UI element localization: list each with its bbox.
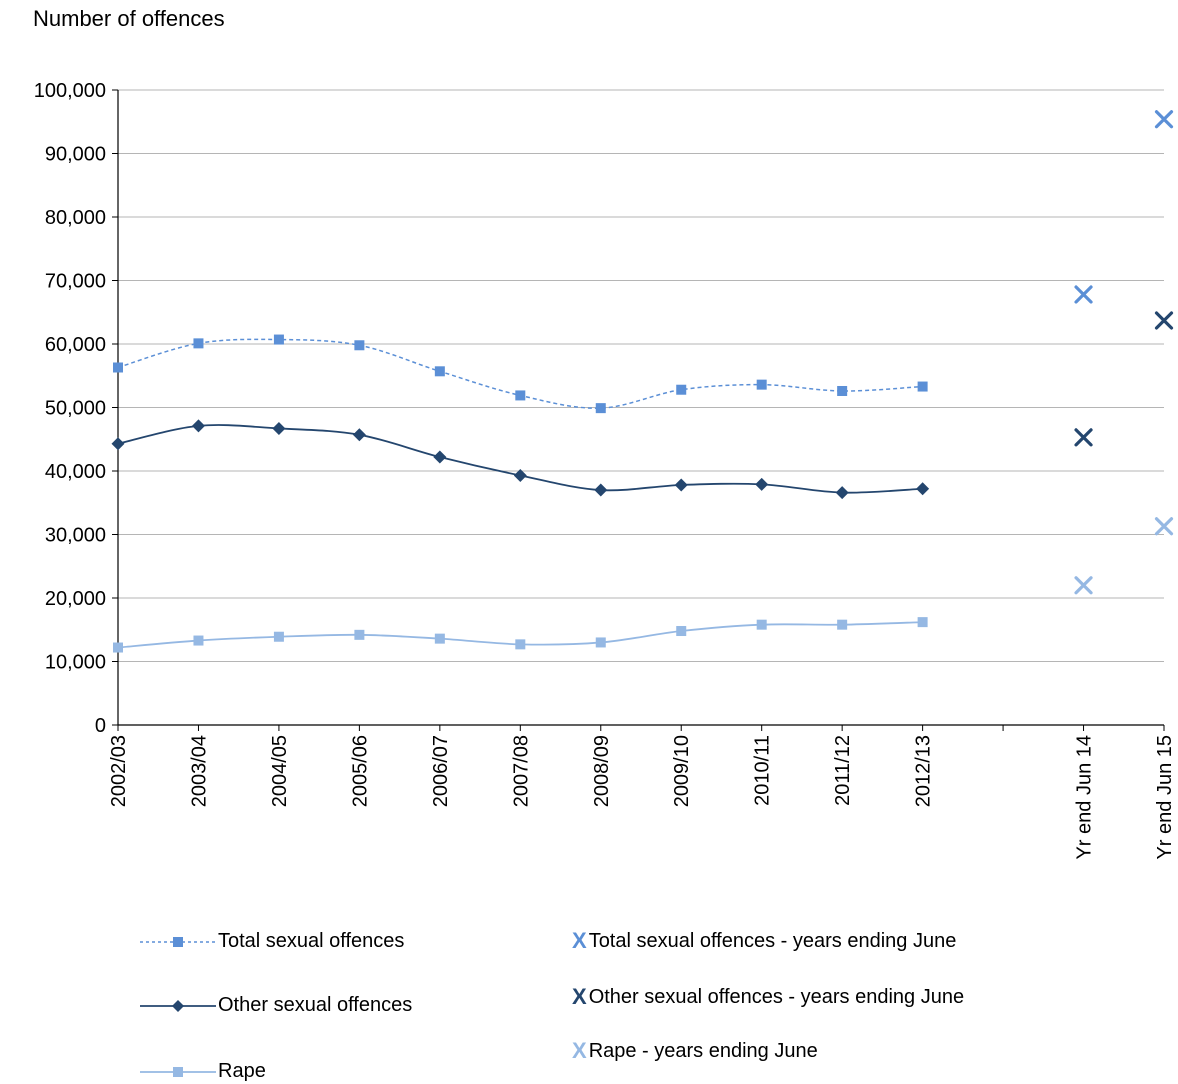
data-point — [113, 642, 123, 653]
legend-marker-other-june: X — [572, 984, 587, 1009]
y-tick-label: 100,000 — [34, 80, 106, 102]
x-marker-point — [1154, 311, 1174, 330]
data-point — [756, 619, 767, 630]
data-point — [191, 419, 205, 433]
data-point — [917, 381, 928, 392]
x-tick-label: Yr end Jun 14 — [1074, 735, 1096, 860]
x-marker-point — [1074, 428, 1093, 447]
data-point — [916, 482, 930, 496]
legend-item-rape: Rape — [140, 1060, 266, 1083]
data-point — [917, 617, 928, 628]
y-tick-label: 0 — [95, 715, 106, 737]
data-point — [837, 385, 848, 396]
x-marker-point — [1074, 576, 1093, 595]
data-point — [272, 421, 286, 435]
legend-item-rape-june: X Rape - years ending June — [572, 1038, 818, 1064]
legend-swatch-other — [140, 999, 216, 1012]
data-point — [595, 637, 606, 648]
data-point — [111, 437, 125, 451]
x-tick-label: 2004/05 — [269, 735, 291, 807]
data-point — [515, 390, 526, 401]
data-point — [433, 450, 447, 464]
data-point — [755, 477, 769, 491]
data-point — [434, 633, 445, 644]
data-point — [193, 635, 204, 646]
series-line — [117, 424, 923, 494]
data-point — [113, 362, 123, 373]
data-point — [835, 486, 849, 500]
y-tick-label: 50,000 — [45, 398, 106, 420]
x-tick-label: 2009/10 — [671, 735, 693, 807]
y-tick-label: 90,000 — [45, 144, 106, 166]
x-tick-label: 2008/09 — [591, 735, 613, 807]
x-tick-label: Yr end Jun 15 — [1154, 735, 1176, 860]
data-point — [434, 366, 445, 377]
data-point — [193, 338, 204, 349]
x-marker-point — [1154, 110, 1174, 129]
legend-marker-rape-june: X — [572, 1038, 587, 1063]
legend-label-other: Other sexual offences — [218, 994, 413, 1016]
y-tick-label: 60,000 — [45, 334, 106, 356]
legend-marker-total-june: X — [572, 928, 587, 953]
x-tick-label: 2003/04 — [188, 735, 210, 807]
x-tick-label: 2011/12 — [832, 735, 854, 806]
y-tick-label: 20,000 — [45, 588, 106, 610]
data-point — [595, 403, 606, 414]
x-tick-label: 2007/08 — [510, 735, 532, 807]
data-point — [515, 639, 526, 650]
y-axis-title: Number of offences — [33, 6, 225, 31]
data-point — [273, 631, 284, 642]
x-tick-label: 2002/03 — [108, 735, 130, 807]
x-marker-point — [1154, 517, 1174, 536]
data-point — [676, 626, 687, 637]
data-point — [676, 384, 687, 395]
x-tick-label: 2010/11 — [752, 735, 774, 806]
legend-item-other: Other sexual offences — [140, 994, 412, 1017]
y-tick-label: 70,000 — [45, 271, 106, 293]
legend-label-total: Total sexual offences — [218, 930, 405, 952]
legend-label-other-june: Other sexual offences - years ending Jun… — [588, 985, 965, 1008]
data-point — [756, 379, 767, 390]
data-point — [352, 428, 366, 442]
data-point — [354, 629, 365, 640]
y-tick-label: 40,000 — [45, 461, 106, 483]
y-tick-label: 80,000 — [45, 207, 106, 229]
data-point — [674, 478, 688, 492]
data-point — [594, 483, 608, 497]
legend-label-rape-june: Rape - years ending June — [588, 1039, 818, 1062]
legend-label-rape: Rape — [218, 1060, 266, 1082]
data-point — [354, 340, 365, 351]
legend-item-total: Total sexual offences — [140, 930, 404, 953]
y-tick-label: 30,000 — [45, 525, 106, 547]
legend-swatch-rape — [140, 1066, 216, 1077]
x-tick-label: 2006/07 — [430, 735, 452, 807]
x-marker-point — [1074, 285, 1093, 304]
data-point — [513, 468, 527, 482]
data-point — [837, 619, 848, 630]
legend-item-total-june: X Total sexual offences - years ending J… — [572, 928, 956, 954]
x-tick-label: 2005/06 — [349, 735, 371, 807]
y-tick-label: 10,000 — [45, 652, 106, 674]
data-point — [273, 334, 284, 345]
line-chart: 0 10,000 20,000 30,000 40,000 50,000 60,000 70,… — [34, 80, 1176, 860]
legend-item-other-june: X Other sexual offences - years ending J… — [572, 984, 964, 1010]
x-tick-label: 2012/13 — [913, 735, 935, 807]
legend-swatch-total — [140, 936, 216, 947]
legend-label-total-june: Total sexual offences - years ending Jun… — [588, 929, 957, 952]
